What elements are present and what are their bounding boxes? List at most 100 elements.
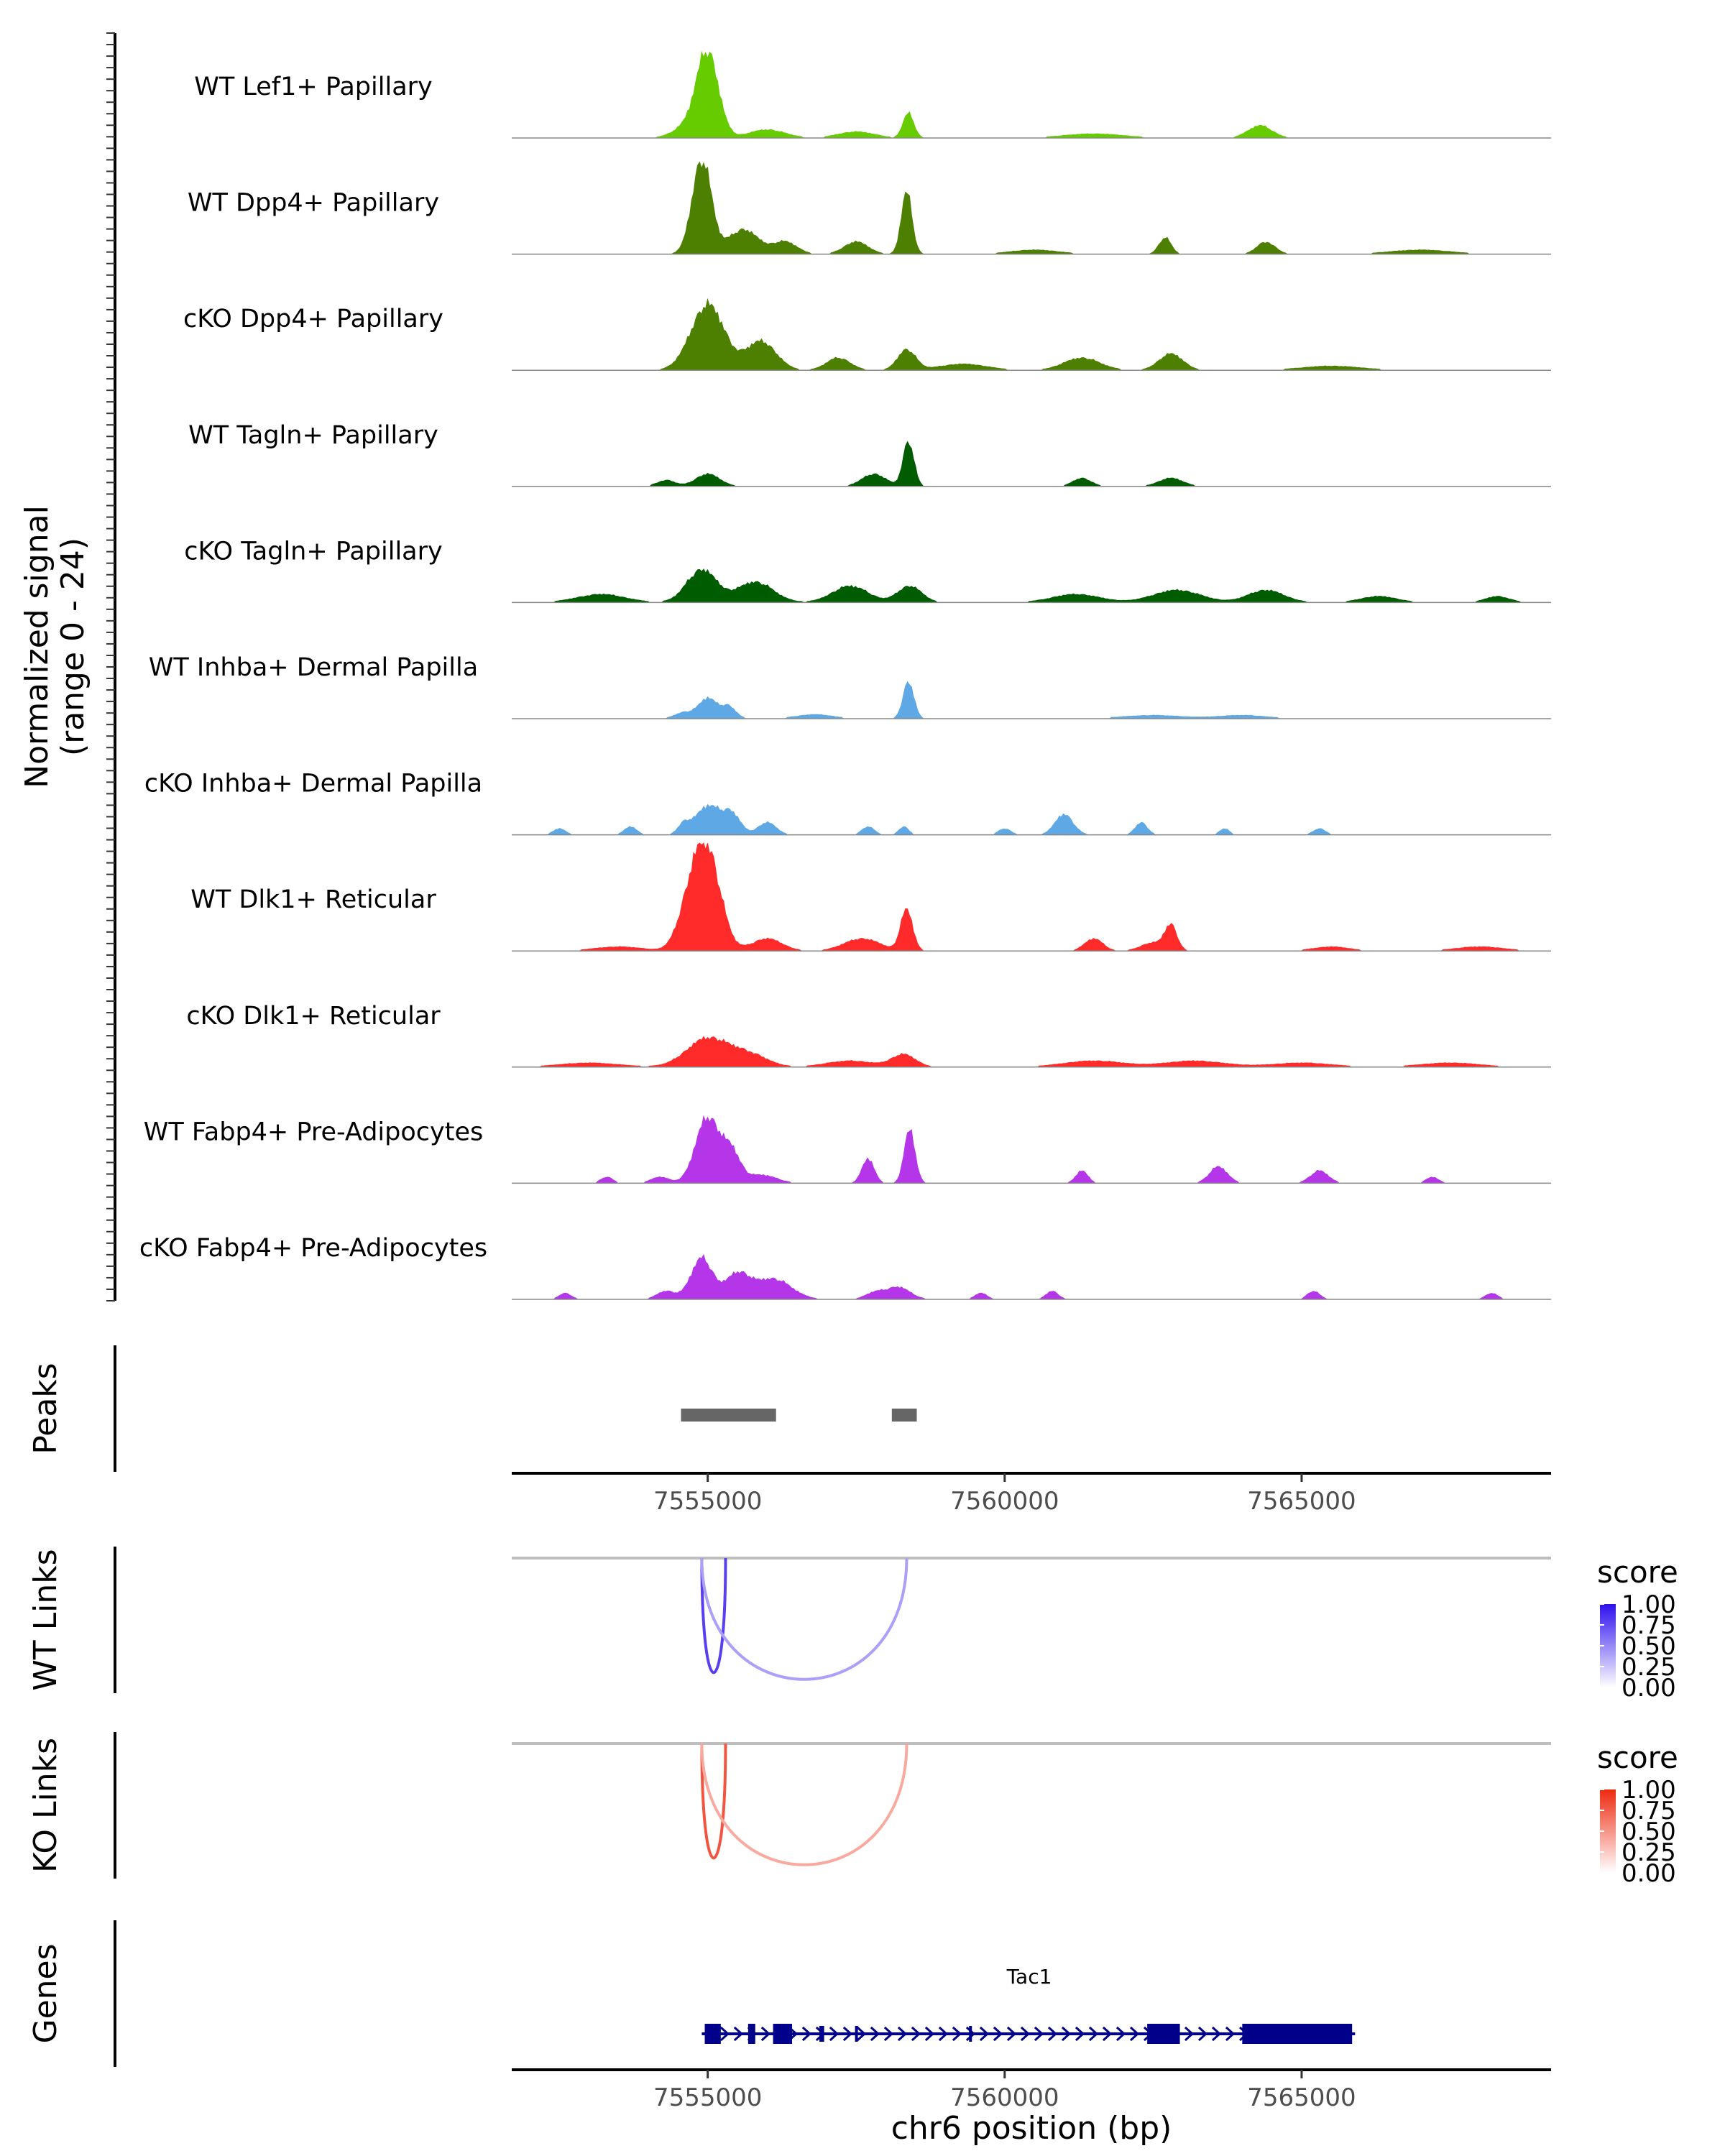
coverage-area — [512, 1115, 1551, 1184]
track-label: WT Dlk1+ Reticular — [190, 885, 436, 914]
strand-arrow — [719, 2026, 730, 2042]
coverage-track: WT Lef1+ Papillary — [194, 50, 1551, 139]
strand-arrow — [1184, 2026, 1195, 2042]
coverage-ylabel-line2: (range 0 - 24) — [55, 538, 91, 756]
coverage-track: cKO Inhba+ Dermal Papilla — [144, 770, 1551, 836]
coverage-area — [512, 441, 1551, 487]
coverage-area — [512, 568, 1551, 603]
track-label: cKO Dlk1+ Reticular — [186, 1002, 441, 1031]
strand-arrow — [911, 2026, 921, 2042]
strand-arrow — [801, 2026, 812, 2042]
coverage-track: WT Fabp4+ Pre-Adipocytes — [144, 1115, 1551, 1184]
coverage-track: WT Dlk1+ Reticular — [190, 842, 1551, 952]
gene-exon — [773, 2024, 793, 2044]
legend-tick-label: 0.50 — [1622, 1818, 1676, 1846]
track-label: WT Fabp4+ Pre-Adipocytes — [144, 1118, 483, 1146]
coverage-area — [512, 50, 1551, 139]
strand-arrow — [1047, 2026, 1058, 2042]
gene-exon — [819, 2026, 824, 2042]
link-arc — [700, 1557, 908, 1681]
strand-arrow — [760, 2026, 771, 2042]
coverage-track: WT Tagln+ Papillary — [188, 421, 1551, 487]
strand-arrow — [1075, 2026, 1085, 2042]
coverage-track: WT Dpp4+ Papillary — [188, 161, 1551, 255]
link-arc — [700, 1743, 908, 1866]
strand-arrow — [1102, 2026, 1113, 2042]
strand-arrow — [1088, 2026, 1099, 2042]
coverage-area — [512, 842, 1551, 952]
x-tick-label: 7565000 — [1247, 2083, 1356, 2112]
peaks-label: Peaks — [27, 1363, 64, 1454]
legend-tick-label: 0.50 — [1622, 1632, 1676, 1661]
genes-label: Genes — [27, 1943, 64, 2043]
gene-exon — [855, 2026, 858, 2042]
track-label: WT Lef1+ Papillary — [194, 73, 433, 101]
coverage-area — [512, 161, 1551, 255]
strand-arrow — [883, 2026, 894, 2042]
legend-tick-label: 1.00 — [1622, 1776, 1676, 1805]
x-axis-top-ticks: 7555000 7560000 7565000 — [653, 1473, 1356, 1516]
legend-tick-label: 0.75 — [1622, 1797, 1676, 1825]
strand-arrow — [1211, 2026, 1222, 2042]
strand-arrow — [993, 2026, 1003, 2042]
strand-arrow — [733, 2026, 744, 2042]
x-tick-label: 7555000 — [653, 2083, 762, 2112]
coverage-y-axis — [106, 32, 116, 1302]
wt-links-arcs — [512, 1557, 1551, 1681]
coverage-track: cKO Fabp4+ Pre-Adipocytes — [139, 1234, 1551, 1300]
coverage-area — [512, 298, 1551, 371]
legend-tick-label: 0.00 — [1622, 1859, 1676, 1888]
track-label: WT Inhba+ Dermal Papilla — [149, 653, 478, 682]
x-tick-label: 7565000 — [1247, 1487, 1356, 1516]
strand-arrow — [897, 2026, 908, 2042]
track-label: cKO Dpp4+ Papillary — [183, 305, 443, 333]
gene-name-label: Tac1 — [1006, 1965, 1052, 1989]
gene-exon — [969, 2026, 972, 2042]
gene-exon — [704, 2024, 721, 2044]
strand-arrow — [1006, 2026, 1017, 2042]
strand-arrow — [1116, 2026, 1126, 2042]
strand-arrow — [1061, 2026, 1072, 2042]
legend-tick-label: 0.25 — [1622, 1653, 1676, 1682]
coverage-area — [512, 803, 1551, 836]
track-label: cKO Fabp4+ Pre-Adipocytes — [139, 1234, 487, 1263]
coverage-ylabel-line1: Normalized signal — [19, 505, 55, 788]
legend-title: score — [1597, 1554, 1678, 1590]
x-axis-bottom-ticks: 7555000 7560000 7565000 — [653, 2070, 1356, 2112]
track-label: cKO Inhba+ Dermal Papilla — [144, 770, 482, 798]
strand-arrow — [856, 2026, 867, 2042]
gene-exon — [1147, 2024, 1180, 2044]
gene-model — [702, 2024, 1356, 2044]
track-label: cKO Tagln+ Papillary — [184, 537, 443, 566]
strand-arrow — [1020, 2026, 1031, 2042]
legend-tick-label: 0.00 — [1622, 1674, 1676, 1703]
coverage-track: cKO Dlk1+ Reticular — [186, 1002, 1551, 1068]
track-label: WT Tagln+ Papillary — [188, 421, 438, 450]
coverage-area — [512, 681, 1551, 719]
link-arc — [700, 1743, 727, 1860]
peaks-regions — [681, 1409, 917, 1422]
strand-arrow — [979, 2026, 990, 2042]
x-tick-label: 7560000 — [950, 2083, 1059, 2112]
x-axis-label: chr6 position (bp) — [891, 2110, 1172, 2147]
gene-exon — [748, 2024, 755, 2044]
strand-arrow — [952, 2026, 962, 2042]
gene-exon — [1242, 2024, 1353, 2044]
legend-tick-label: 0.25 — [1622, 1838, 1676, 1867]
coverage-tracks: WT Lef1+ Papillary WT Dpp4+ Papillary cKO … — [139, 50, 1551, 1300]
peak-region — [891, 1409, 917, 1422]
x-tick-label: 7555000 — [653, 1487, 762, 1516]
link-arc — [700, 1557, 727, 1674]
strand-arrow — [1129, 2026, 1140, 2042]
legend-tick-label: 1.00 — [1622, 1590, 1676, 1619]
ko-links-arcs — [512, 1742, 1551, 1866]
track-label: WT Dpp4+ Papillary — [188, 189, 439, 218]
strand-arrow — [1034, 2026, 1044, 2042]
wt-links-label: WT Links — [27, 1549, 64, 1690]
strand-arrow — [924, 2026, 935, 2042]
strand-arrow — [870, 2026, 880, 2042]
strand-arrow — [842, 2026, 853, 2042]
